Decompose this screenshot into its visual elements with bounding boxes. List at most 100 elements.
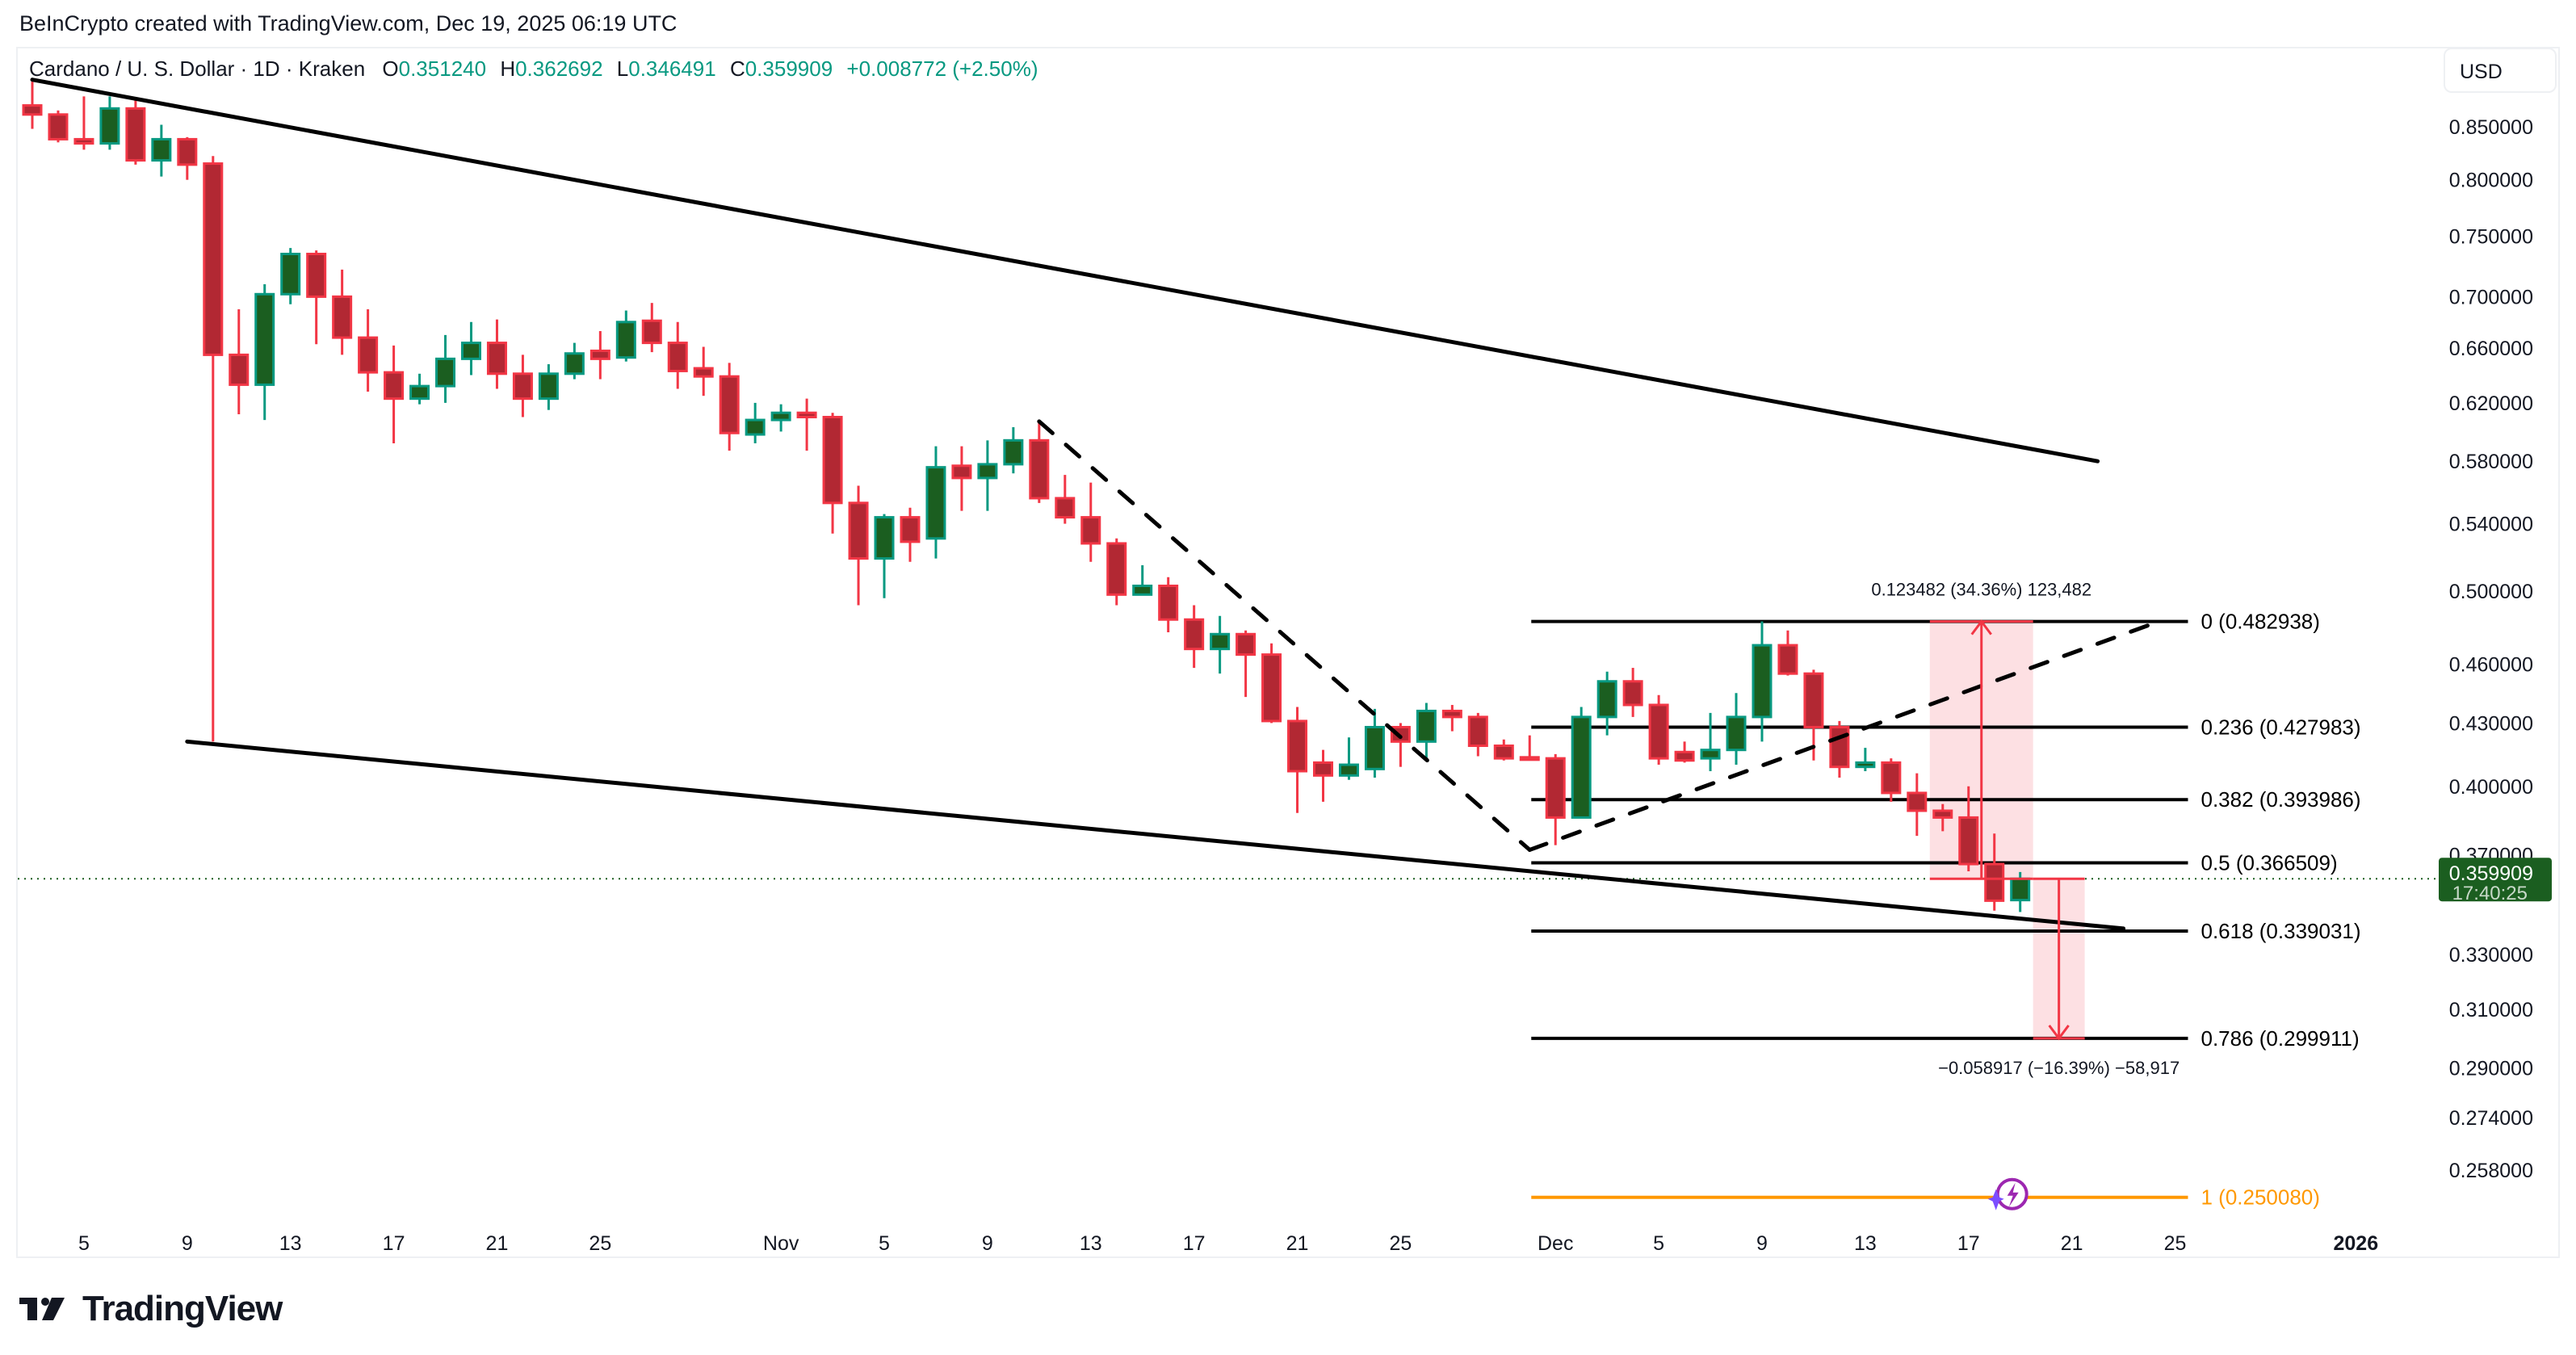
time-axis-tick: Nov bbox=[763, 1232, 799, 1255]
candle[interactable] bbox=[977, 440, 998, 511]
candle[interactable] bbox=[538, 364, 559, 410]
currency-button[interactable]: USD bbox=[2444, 48, 2557, 93]
candle[interactable] bbox=[1493, 739, 1514, 761]
candle[interactable] bbox=[409, 373, 430, 405]
fib-level-label-0.618: 0.618 (0.339031) bbox=[2201, 919, 2360, 943]
tradingview-logo[interactable]: TradingView bbox=[19, 1289, 283, 1329]
time-axis-tick: 9 bbox=[1756, 1232, 1768, 1255]
candle[interactable] bbox=[1029, 421, 1050, 503]
candle[interactable] bbox=[745, 402, 766, 443]
candle[interactable] bbox=[280, 248, 301, 304]
candle[interactable] bbox=[73, 96, 94, 150]
candle[interactable] bbox=[1338, 737, 1359, 780]
price-axis-tick: 0.310000 bbox=[2449, 999, 2533, 1021]
candle[interactable] bbox=[1236, 630, 1257, 698]
candle[interactable] bbox=[1003, 427, 1024, 474]
candle[interactable] bbox=[1881, 758, 1902, 802]
candle[interactable] bbox=[822, 413, 843, 534]
candle[interactable] bbox=[177, 136, 198, 180]
time-axis-tick: 2026 bbox=[2333, 1232, 2378, 1255]
candle[interactable] bbox=[512, 354, 533, 417]
candle[interactable] bbox=[384, 345, 405, 443]
candle[interactable] bbox=[951, 446, 972, 511]
candle[interactable] bbox=[99, 96, 120, 150]
candle[interactable] bbox=[1416, 703, 1437, 761]
candle[interactable] bbox=[1132, 564, 1153, 596]
candle[interactable] bbox=[925, 446, 946, 559]
candle[interactable] bbox=[486, 319, 507, 389]
candle[interactable] bbox=[1080, 482, 1101, 562]
candle[interactable] bbox=[125, 98, 146, 165]
candle[interactable] bbox=[874, 514, 895, 598]
candle[interactable] bbox=[1726, 693, 1747, 766]
candle[interactable] bbox=[589, 331, 610, 380]
time-axis-tick: Dec bbox=[1538, 1232, 1573, 1255]
trendline-lower-channel[interactable] bbox=[185, 739, 2126, 931]
trendline-descending-dashed[interactable] bbox=[1037, 419, 1532, 852]
candle[interactable] bbox=[1596, 671, 1617, 736]
candle[interactable] bbox=[22, 82, 43, 129]
candle[interactable] bbox=[641, 303, 662, 353]
candle[interactable] bbox=[1441, 704, 1462, 732]
candle[interactable] bbox=[1984, 833, 2005, 911]
candle[interactable] bbox=[1313, 749, 1333, 802]
candle[interactable] bbox=[1210, 615, 1231, 674]
candle[interactable] bbox=[1752, 621, 1773, 742]
candle[interactable] bbox=[48, 110, 69, 143]
candle[interactable] bbox=[1184, 605, 1205, 669]
chart-frame[interactable] bbox=[16, 47, 2560, 1258]
candle[interactable] bbox=[1777, 630, 1798, 676]
candle[interactable] bbox=[229, 308, 250, 414]
chart-caption: BeInCrypto created with TradingView.com,… bbox=[19, 11, 678, 36]
candle[interactable] bbox=[848, 485, 869, 606]
candle[interactable] bbox=[1648, 694, 1669, 766]
high-value: 0.362692 bbox=[515, 57, 603, 81]
candle[interactable] bbox=[1571, 707, 1592, 819]
candle[interactable] bbox=[1958, 786, 1979, 871]
candle[interactable] bbox=[1545, 753, 1566, 845]
candle[interactable] bbox=[203, 156, 224, 742]
fib-level-label-1: 1 (0.250080) bbox=[2201, 1185, 2319, 1210]
candle[interactable] bbox=[796, 398, 817, 451]
time-axis-tick: 21 bbox=[2061, 1232, 2083, 1255]
candle[interactable] bbox=[1106, 538, 1127, 606]
candle[interactable] bbox=[719, 363, 740, 451]
time-axis-tick: 17 bbox=[1183, 1232, 1206, 1255]
candle[interactable] bbox=[254, 284, 275, 421]
candle[interactable] bbox=[615, 310, 636, 362]
candle[interactable] bbox=[1674, 741, 1695, 763]
candle[interactable] bbox=[693, 346, 714, 396]
candle[interactable] bbox=[1519, 735, 1540, 761]
candle[interactable] bbox=[306, 250, 327, 345]
candle[interactable] bbox=[332, 269, 353, 355]
candle[interactable] bbox=[1855, 748, 1876, 771]
candle[interactable] bbox=[1907, 773, 1928, 837]
candle[interactable] bbox=[1932, 803, 1953, 832]
candle[interactable] bbox=[1364, 708, 1385, 778]
candle[interactable] bbox=[1622, 668, 1643, 717]
candle[interactable] bbox=[900, 507, 921, 562]
candle[interactable] bbox=[770, 404, 791, 432]
candle[interactable] bbox=[1261, 643, 1282, 724]
candle[interactable] bbox=[1287, 707, 1308, 813]
candle[interactable] bbox=[460, 321, 481, 375]
candle[interactable] bbox=[435, 334, 456, 403]
symbol-legend: Cardano / U. S. Dollar · 1D · Kraken O0.… bbox=[29, 57, 1038, 82]
candle[interactable] bbox=[1055, 475, 1076, 524]
candle[interactable] bbox=[1700, 712, 1721, 771]
candle[interactable] bbox=[1158, 577, 1179, 633]
candle[interactable] bbox=[1829, 720, 1850, 778]
candle[interactable] bbox=[564, 342, 585, 380]
candle[interactable] bbox=[667, 321, 688, 389]
arrow-up-icon bbox=[1970, 619, 1992, 636]
price-axis-tick: 0.460000 bbox=[2449, 653, 2533, 676]
price-axis-tick: 0.258000 bbox=[2449, 1160, 2533, 1182]
high-label: H bbox=[500, 57, 516, 81]
trendline-ascending-dashed[interactable] bbox=[1527, 623, 2152, 852]
time-axis-tick: 5 bbox=[78, 1232, 90, 1255]
candle[interactable] bbox=[1467, 712, 1488, 757]
candle[interactable] bbox=[358, 308, 379, 392]
trendline-upper-channel[interactable] bbox=[30, 78, 2100, 464]
candle[interactable] bbox=[151, 124, 172, 177]
